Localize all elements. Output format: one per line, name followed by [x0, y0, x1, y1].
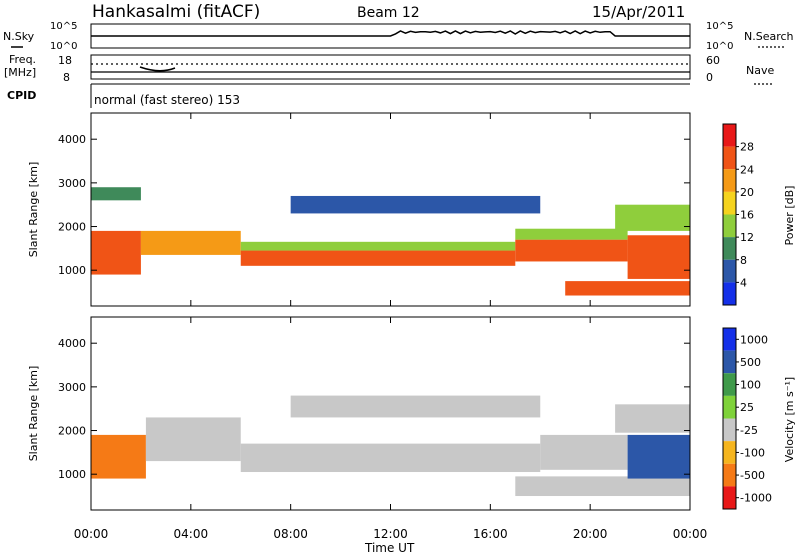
noise-right-label: N.Search	[744, 30, 794, 43]
noise-right-tick-top: 10^5	[706, 21, 733, 32]
colorbar-segment	[723, 124, 736, 147]
colorbar-segment	[723, 191, 736, 215]
colorbar-segment	[723, 282, 736, 305]
colorbar-label: Velocity [m s⁻¹]	[783, 377, 796, 462]
data-band	[565, 281, 690, 296]
data-band	[290, 395, 541, 418]
colorbar-tick-label: -500	[740, 469, 765, 482]
nave-tick-bottom: 0	[706, 71, 713, 84]
colorbar-segment	[723, 350, 736, 374]
colorbar-tick-label: -25	[740, 424, 758, 437]
freq-tick-bottom: 8	[63, 71, 70, 84]
data-band	[91, 187, 141, 201]
freq-tick-top: 18	[58, 54, 72, 67]
y-tick-label: 1000	[58, 264, 86, 277]
nave-label: Nave	[746, 64, 774, 77]
colorbar-segment	[723, 169, 736, 192]
noise-left-tick-top: 10^5	[50, 21, 77, 32]
data-band	[145, 417, 241, 462]
y-tick-label: 2000	[58, 425, 86, 438]
colorbar-tick-label: 25	[740, 401, 754, 414]
x-tick-label: 16:00	[473, 527, 508, 541]
data-band	[627, 434, 690, 479]
colorbar-tick-label: 100	[740, 379, 761, 392]
x-tick-label: 20:00	[573, 527, 608, 541]
beam-title: Beam 12	[357, 5, 420, 21]
data-band	[140, 230, 241, 255]
colorbar-segment	[723, 418, 736, 442]
x-tick-label: 12:00	[373, 527, 408, 541]
colorbar-label: Power [dB]	[783, 186, 796, 246]
colorbar-segment	[723, 441, 736, 464]
x-tick-label: 04:00	[174, 527, 209, 541]
y-tick-label: 3000	[58, 177, 86, 190]
colorbar-tick-label: 1000	[740, 333, 768, 346]
colorbar-tick-label: -100	[740, 446, 765, 459]
y-axis-label: Slant Range [km]	[27, 366, 40, 462]
x-tick-label: 00:00	[673, 527, 708, 541]
colorbar-segment	[723, 237, 736, 260]
x-tick-label: 08:00	[273, 527, 308, 541]
colorbar-segment	[723, 395, 736, 419]
noise-left-label: N.Sky	[3, 30, 35, 43]
colorbar-frame	[722, 327, 737, 510]
y-tick-label: 1000	[58, 468, 86, 481]
cpid-label: CPID	[7, 89, 36, 102]
colorbar-tick-label: 28	[740, 141, 754, 154]
colorbar-tick-label: 500	[740, 356, 761, 369]
station-title: Hankasalmi (fitACF)	[92, 2, 260, 22]
data-band	[290, 195, 541, 214]
nave-tick-top: 60	[706, 54, 720, 67]
cpid-mode: normal (fast stereo) 153	[94, 93, 240, 107]
data-band	[91, 230, 141, 275]
colorbar-segment	[723, 328, 736, 351]
data-band	[240, 241, 516, 251]
velocity-panel: 1000 2000 3000 4000 Slant Range [km] 1000 500 1…	[27, 316, 796, 511]
colorbar-tick-label: 24	[740, 163, 754, 176]
y-axis-label: Slant Range [km]	[27, 162, 40, 258]
data-band	[240, 443, 541, 473]
frequency-panel: Freq. [MHz] 18 8 60 0 Nave	[4, 53, 774, 85]
noise-sky-line	[91, 30, 690, 37]
colorbar-segment	[723, 146, 736, 170]
data-band	[615, 204, 690, 231]
time-axis-title: Time UT	[364, 541, 415, 554]
data-band	[515, 476, 690, 497]
data-band	[627, 235, 690, 279]
colorbar-segment	[723, 259, 736, 283]
colorbar-segment	[723, 486, 736, 509]
data-band	[615, 404, 690, 433]
time-axis: 00:00 04:00 08:00 12:00 16:00 20:00 00:00	[74, 527, 708, 541]
colorbar-segment	[723, 463, 736, 487]
y-tick-label: 2000	[58, 221, 86, 234]
power-panel: 1000 2000 3000 4000 Slant Range [km] 4 8 12 16 20…	[27, 112, 796, 307]
data-band	[515, 239, 628, 262]
freq-unit-label: [MHz]	[4, 66, 36, 79]
y-tick-label: 4000	[58, 133, 86, 146]
colorbar-tick-label: 16	[740, 209, 754, 222]
data-band	[515, 228, 628, 240]
colorbar-tick-label: 4	[740, 276, 747, 289]
x-tick-label: 00:00	[74, 527, 109, 541]
colorbar-tick-label: -1000	[740, 492, 772, 505]
date-title: 15/Apr/2011	[592, 3, 685, 21]
colorbar-tick-label: 8	[740, 254, 747, 267]
data-band	[91, 434, 146, 479]
noise-right-tick-bottom: 10^0	[706, 41, 733, 52]
data-band	[240, 250, 516, 266]
freq-label: Freq.	[9, 53, 36, 66]
colorbar-tick-label: 20	[740, 186, 754, 199]
colorbar-segment	[723, 214, 736, 238]
y-tick-label: 4000	[58, 337, 86, 350]
noise-panel: N.Sky 10^5 10^0 10^5 10^0 N.Search	[3, 21, 794, 52]
noise-left-tick-bottom: 10^0	[50, 41, 77, 52]
data-band	[540, 434, 628, 470]
colorbar-tick-label: 12	[740, 231, 754, 244]
y-tick-label: 3000	[58, 381, 86, 394]
colorbar-segment	[723, 373, 736, 396]
